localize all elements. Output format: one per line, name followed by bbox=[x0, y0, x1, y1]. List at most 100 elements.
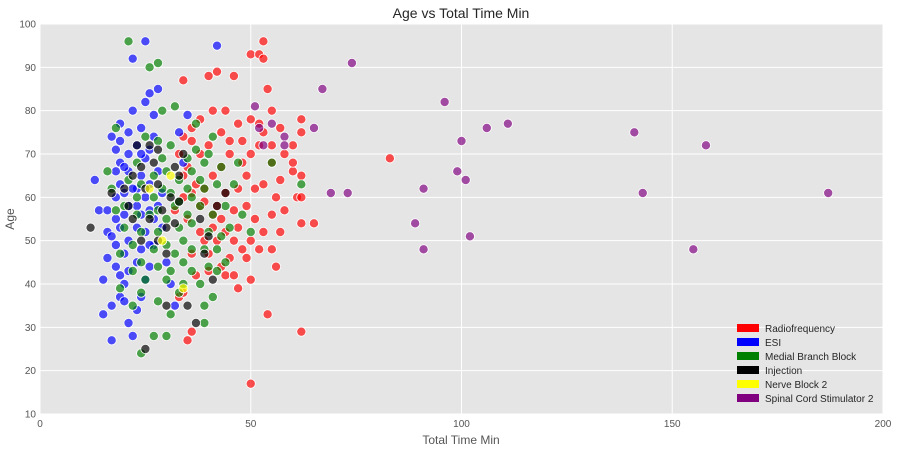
data-point bbox=[123, 317, 134, 328]
data-point bbox=[182, 110, 193, 121]
data-point bbox=[148, 157, 159, 168]
data-point bbox=[199, 300, 210, 311]
data-point bbox=[110, 205, 121, 216]
data-point bbox=[148, 110, 159, 121]
data-point bbox=[224, 222, 235, 233]
data-point bbox=[119, 296, 130, 307]
data-point bbox=[325, 187, 336, 198]
legend-label: Spinal Cord Stimulator 2 bbox=[765, 394, 874, 405]
data-point bbox=[165, 170, 176, 181]
data-point bbox=[212, 66, 223, 77]
data-point bbox=[266, 244, 277, 255]
data-point bbox=[296, 170, 307, 181]
data-point bbox=[123, 200, 134, 211]
x-axis-label: Total Time Min bbox=[422, 433, 499, 447]
data-point bbox=[452, 166, 463, 177]
legend-label: ESI bbox=[765, 338, 781, 349]
data-point bbox=[144, 183, 155, 194]
data-point bbox=[212, 200, 223, 211]
data-point bbox=[186, 265, 197, 276]
data-point bbox=[190, 317, 201, 328]
legend-swatch bbox=[737, 394, 759, 402]
data-point bbox=[464, 231, 475, 242]
data-point bbox=[637, 187, 648, 198]
data-point bbox=[110, 144, 121, 155]
data-point bbox=[127, 105, 138, 116]
x-tick-label: 50 bbox=[245, 419, 257, 430]
data-point bbox=[161, 300, 172, 311]
y-tick-label: 100 bbox=[19, 20, 36, 31]
data-point bbox=[296, 114, 307, 125]
data-point bbox=[254, 123, 265, 134]
data-point bbox=[178, 283, 189, 294]
data-point bbox=[224, 148, 235, 159]
data-point bbox=[216, 161, 227, 172]
data-point bbox=[182, 209, 193, 220]
data-point bbox=[85, 222, 96, 233]
data-point bbox=[237, 244, 248, 255]
data-point bbox=[161, 222, 172, 233]
data-point bbox=[127, 265, 138, 276]
data-point bbox=[266, 209, 277, 220]
data-point bbox=[245, 378, 256, 389]
data-point bbox=[153, 84, 164, 95]
series-esi bbox=[89, 36, 223, 346]
data-point bbox=[161, 248, 172, 259]
data-point bbox=[186, 166, 197, 177]
data-point bbox=[157, 235, 168, 246]
data-point bbox=[220, 200, 231, 211]
data-point bbox=[186, 135, 197, 146]
data-point bbox=[271, 261, 282, 272]
data-point bbox=[296, 218, 307, 229]
data-point bbox=[110, 239, 121, 250]
data-point bbox=[296, 127, 307, 138]
data-point bbox=[342, 187, 353, 198]
data-point bbox=[241, 200, 252, 211]
data-point bbox=[161, 274, 172, 285]
data-point bbox=[148, 244, 159, 255]
data-point bbox=[245, 49, 256, 60]
data-point bbox=[94, 205, 105, 216]
data-point bbox=[190, 118, 201, 129]
legend-label: Radiofrequency bbox=[765, 324, 835, 335]
data-point bbox=[165, 192, 176, 203]
data-point bbox=[228, 205, 239, 216]
data-point bbox=[186, 192, 197, 203]
data-point bbox=[195, 213, 206, 224]
data-point bbox=[106, 300, 117, 311]
data-point bbox=[262, 84, 273, 95]
data-point bbox=[123, 148, 134, 159]
data-point bbox=[245, 235, 256, 246]
data-point bbox=[207, 105, 218, 116]
data-point bbox=[153, 58, 164, 69]
data-point bbox=[481, 123, 492, 134]
data-point bbox=[131, 140, 142, 151]
data-point bbox=[190, 144, 201, 155]
data-point bbox=[161, 213, 172, 224]
data-point bbox=[98, 309, 109, 320]
data-point bbox=[216, 127, 227, 138]
legend-swatch bbox=[737, 338, 759, 346]
data-point bbox=[233, 118, 244, 129]
data-point bbox=[140, 343, 151, 354]
data-point bbox=[203, 148, 214, 159]
data-point bbox=[199, 157, 210, 168]
data-point bbox=[148, 192, 159, 203]
legend-label: Medial Branch Block bbox=[765, 352, 857, 363]
data-point bbox=[169, 248, 180, 259]
y-tick-label: 10 bbox=[25, 410, 37, 421]
data-point bbox=[275, 123, 286, 134]
data-point bbox=[237, 135, 248, 146]
data-point bbox=[212, 40, 223, 51]
data-point bbox=[161, 330, 172, 341]
data-point bbox=[148, 330, 159, 341]
data-point bbox=[237, 209, 248, 220]
legend-label: Injection bbox=[765, 366, 802, 377]
data-point bbox=[110, 213, 121, 224]
data-point bbox=[127, 53, 138, 64]
data-point bbox=[195, 200, 206, 211]
data-point bbox=[115, 270, 126, 281]
data-point bbox=[119, 183, 130, 194]
data-point bbox=[136, 244, 147, 255]
data-point bbox=[220, 257, 231, 268]
